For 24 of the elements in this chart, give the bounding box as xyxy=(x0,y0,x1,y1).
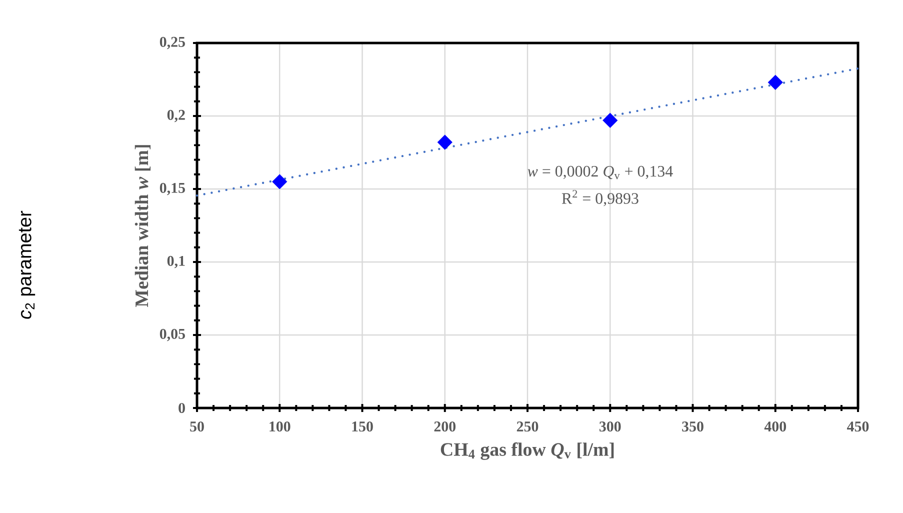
x-tick-label: 50 xyxy=(190,421,204,432)
y-tick-label: 0,1 xyxy=(167,256,185,268)
y-axis-title: Median width w [m] xyxy=(134,145,151,307)
x-tick-label: 450 xyxy=(847,421,869,432)
x-tick-label: 300 xyxy=(599,421,621,432)
x-tick-label: 100 xyxy=(270,421,290,432)
x-tick-label: 200 xyxy=(434,421,456,432)
x-tick-label: 250 xyxy=(516,421,538,432)
x-axis-title: CH$_{4}$ gas flow Q$_{v}$ [l/m] xyxy=(440,442,614,460)
annotation: R$^{2}$ = 0,9893 xyxy=(562,190,638,206)
x-tick-label: 400 xyxy=(764,421,786,432)
point xyxy=(437,134,452,150)
annotation: w = 0,0002 Q$_{v}$ + 0,134 xyxy=(528,166,673,180)
y-tick-label: 0,2 xyxy=(167,110,185,122)
text: c$_{2}$ parameter xyxy=(18,210,36,319)
point xyxy=(768,74,783,90)
x-tick-label: 350 xyxy=(682,421,704,432)
point xyxy=(602,112,618,128)
x-tick-label: 150 xyxy=(352,421,373,432)
point xyxy=(272,174,288,190)
y-tick-label: 0,15 xyxy=(160,182,185,196)
y-tick-label: 0,25 xyxy=(160,36,185,50)
y-tick-label: 0 xyxy=(178,402,185,414)
y-tick-label: 0,05 xyxy=(160,328,185,342)
